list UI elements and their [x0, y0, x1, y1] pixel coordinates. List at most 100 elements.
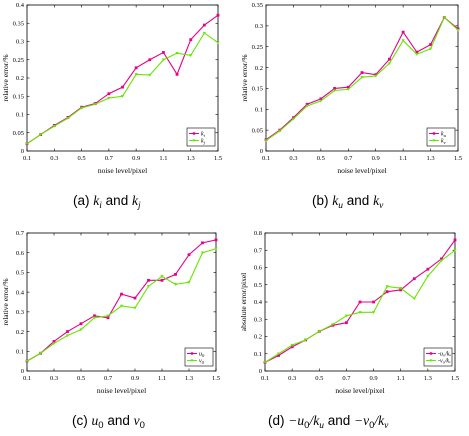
y-axis-title: relative error/%: [240, 54, 249, 101]
x-tick-label: 0.1: [262, 155, 270, 162]
data-point: [429, 43, 432, 47]
data-point: [276, 352, 281, 356]
data-point: [440, 257, 443, 261]
y-tick-label: 0.1: [255, 106, 263, 113]
data-point: [25, 142, 29, 146]
y-tick-label: 0.1: [254, 351, 262, 358]
y-tick-label: 0.1: [16, 348, 24, 355]
data-point: [388, 57, 391, 61]
data-point: [317, 330, 321, 333]
data-point: [372, 300, 375, 304]
data-point: [106, 316, 110, 320]
x-tick-label: 1.3: [187, 155, 195, 162]
x-tick-label: 0.5: [77, 375, 85, 382]
data-point: [161, 58, 166, 62]
y-tick-label: 0: [21, 368, 24, 375]
y-tick-label: 0.8: [254, 230, 262, 237]
data-point: [387, 62, 392, 65]
legend-marker: [432, 139, 436, 142]
x-tick-label: 1.5: [454, 155, 462, 162]
data-point: [189, 54, 193, 57]
data-point: [319, 97, 323, 101]
y-tick-label: 0.4: [16, 2, 25, 9]
x-tick-label: 0.3: [288, 375, 296, 382]
caption-d-prefix: (d): [268, 413, 285, 428]
plot-frame: [265, 4, 459, 152]
x-tick-label: 0.9: [372, 155, 380, 162]
caption-c-prefix: (c): [72, 413, 88, 428]
data-point: [264, 139, 268, 143]
data-point: [106, 314, 110, 318]
data-point: [160, 278, 164, 282]
data-point: [278, 129, 282, 133]
panel-b: 0.1 0.3 0.5 0.7 0.9 1.1 1.3 1.5 0 0.05 0.1 0.15 0.2 0…: [240, 2, 462, 175]
data-point: [93, 103, 97, 106]
data-point: [214, 247, 218, 251]
data-point: [426, 274, 430, 278]
legend-marker: [429, 359, 433, 362]
y-tick-label: 0.5: [16, 270, 24, 277]
data-point: [216, 13, 220, 17]
series-line: [265, 16, 459, 142]
x-tick-label: 1.1: [158, 375, 166, 382]
data-point: [290, 345, 294, 349]
caption-a-and: and: [106, 193, 129, 208]
legend-label: -v₀/kᵥ: [438, 359, 451, 365]
x-tick-label: 0.1: [23, 375, 31, 382]
caption-d-sub2b: v: [384, 421, 389, 431]
data-point: [456, 28, 460, 32]
data-point: [121, 85, 124, 89]
caption-a-sym2: k: [132, 193, 139, 208]
legend-marker: [429, 352, 433, 355]
y-tick-label: 0.3: [254, 316, 262, 323]
data-point: [385, 285, 389, 289]
data-point: [360, 71, 364, 74]
data-point: [374, 74, 378, 78]
legend-label-sub: i: [204, 133, 206, 138]
data-point: [38, 352, 43, 355]
x-tick-label: 1.5: [451, 375, 459, 382]
data-point: [415, 50, 419, 54]
data-point: [453, 249, 457, 252]
caption-b-sub1: u: [338, 201, 343, 211]
data-point: [160, 275, 164, 278]
legend-label-sub: 0: [202, 353, 205, 358]
data-point: [305, 102, 309, 106]
x-axis-title: noise level/pixel: [98, 166, 147, 175]
data-point: [453, 238, 457, 242]
y-axis-title: relative error/%: [1, 54, 10, 101]
data-point: [401, 39, 405, 43]
caption-d-sub1b: u: [319, 421, 324, 431]
data-point: [66, 116, 70, 120]
data-point: [120, 95, 125, 98]
x-tick-label: 1.3: [185, 375, 193, 382]
y-tick-label: 0.15: [252, 86, 263, 93]
y-tick-label: 0.2: [16, 75, 24, 82]
data-point: [412, 277, 416, 281]
y-tick-label: 0.5: [254, 282, 262, 289]
y-tick-label: 0: [259, 368, 262, 375]
x-tick-label: 1.1: [159, 155, 167, 162]
data-point: [93, 314, 96, 318]
y-tick-label: 0.35: [252, 2, 263, 9]
caption-c: (c) u0 and v0: [72, 413, 145, 431]
caption-b-prefix: (b): [312, 193, 329, 208]
data-point: [291, 117, 296, 121]
data-point: [331, 323, 335, 327]
x-axis-title: noise level/pixel: [97, 386, 146, 395]
data-point: [201, 241, 204, 245]
data-point: [360, 75, 364, 79]
data-point: [52, 124, 56, 128]
panel-c: 0.1 0.3 0.5 0.7 0.9 1.1 1.3 1.500.10.20.30.40.5…: [1, 230, 220, 395]
data-point: [107, 92, 111, 96]
data-point: [401, 30, 405, 34]
legend-label: ku: [441, 132, 447, 139]
data-point: [173, 283, 178, 286]
data-point: [162, 51, 165, 54]
data-point: [174, 273, 177, 276]
data-point: [456, 27, 460, 31]
panel-a: 0.1 0.3 0.5 0.7 0.9 1.1 1.3 1.5 0 0.05 0.1 0.15 0.2 0…: [1, 2, 222, 175]
data-point: [189, 38, 193, 42]
legend-marker: [192, 132, 196, 135]
legend-label-sub: j: [203, 140, 206, 145]
